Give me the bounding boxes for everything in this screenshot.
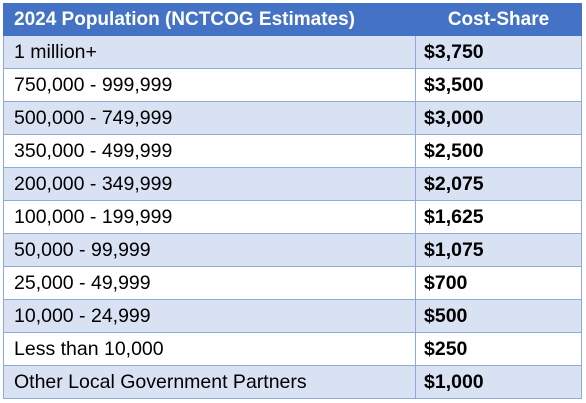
cost-share-cell: $3,750 bbox=[415, 35, 582, 69]
population-column-header: 2024 Population (NCTCOG Estimates) bbox=[3, 3, 416, 36]
table-row: 100,000 - 199,999 $1,625 bbox=[3, 200, 582, 234]
cost-share-cell: $250 bbox=[415, 332, 582, 366]
population-cell: 500,000 - 749,999 bbox=[3, 101, 416, 135]
cost-share-cell: $700 bbox=[415, 266, 582, 300]
table-row: 500,000 - 749,999 $3,000 bbox=[3, 101, 582, 135]
table-row: 350,000 - 499,999 $2,500 bbox=[3, 134, 582, 168]
table-row: Other Local Government Partners $1,000 bbox=[3, 365, 582, 399]
population-cell: 10,000 - 24,999 bbox=[3, 299, 416, 333]
population-cell: Less than 10,000 bbox=[3, 332, 416, 366]
cost-share-table: 2024 Population (NCTCOG Estimates) Cost-… bbox=[3, 3, 582, 399]
population-cell: 25,000 - 49,999 bbox=[3, 266, 416, 300]
table-row: 1 million+ $3,750 bbox=[3, 35, 582, 69]
table-row: 50,000 - 99,999 $1,075 bbox=[3, 233, 582, 267]
population-cell: 350,000 - 499,999 bbox=[3, 134, 416, 168]
cost-share-cell: $2,500 bbox=[415, 134, 582, 168]
cost-share-cell: $1,000 bbox=[415, 365, 582, 399]
cost-share-cell: $1,625 bbox=[415, 200, 582, 234]
table-row: 200,000 - 349,999 $2,075 bbox=[3, 167, 582, 201]
table-row: 750,000 - 999,999 $3,500 bbox=[3, 68, 582, 102]
population-cell: 50,000 - 99,999 bbox=[3, 233, 416, 267]
population-cell: 200,000 - 349,999 bbox=[3, 167, 416, 201]
population-cell: 750,000 - 999,999 bbox=[3, 68, 416, 102]
table-row: Less than 10,000 $250 bbox=[3, 332, 582, 366]
cost-share-column-header: Cost-Share bbox=[415, 3, 582, 36]
population-cell: 1 million+ bbox=[3, 35, 416, 69]
table-row: 25,000 - 49,999 $700 bbox=[3, 266, 582, 300]
table-header-row: 2024 Population (NCTCOG Estimates) Cost-… bbox=[3, 3, 582, 36]
table-row: 10,000 - 24,999 $500 bbox=[3, 299, 582, 333]
cost-share-table-container: 2024 Population (NCTCOG Estimates) Cost-… bbox=[3, 3, 582, 399]
population-cell: Other Local Government Partners bbox=[3, 365, 416, 399]
cost-share-cell: $3,500 bbox=[415, 68, 582, 102]
cost-share-cell: $3,000 bbox=[415, 101, 582, 135]
cost-share-cell: $500 bbox=[415, 299, 582, 333]
population-cell: 100,000 - 199,999 bbox=[3, 200, 416, 234]
cost-share-cell: $1,075 bbox=[415, 233, 582, 267]
cost-share-cell: $2,075 bbox=[415, 167, 582, 201]
